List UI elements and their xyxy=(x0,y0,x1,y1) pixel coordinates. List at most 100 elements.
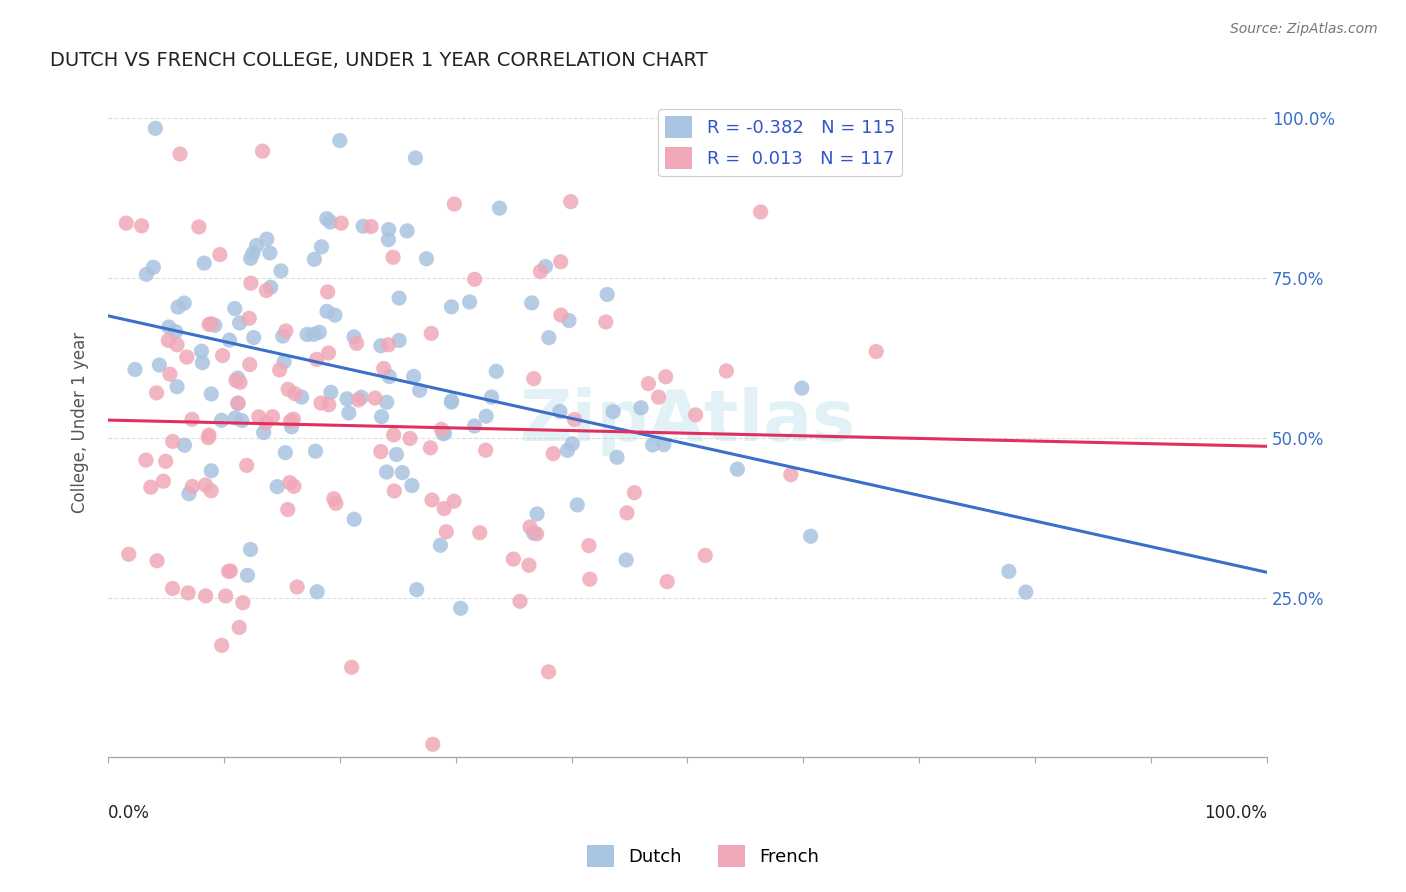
Point xyxy=(208,247,231,261)
Point xyxy=(283,412,305,426)
Point xyxy=(284,386,307,401)
Point xyxy=(378,369,401,384)
Point xyxy=(232,596,254,610)
Point xyxy=(474,443,496,458)
Point xyxy=(382,483,405,498)
Point xyxy=(238,311,260,326)
Point xyxy=(415,252,437,266)
Point xyxy=(224,301,246,316)
Point xyxy=(458,295,481,310)
Point xyxy=(176,350,198,364)
Point xyxy=(271,329,294,343)
Point xyxy=(1015,585,1038,599)
Point xyxy=(637,376,659,391)
Point xyxy=(315,211,337,226)
Point xyxy=(440,300,463,314)
Point xyxy=(266,480,288,494)
Point xyxy=(254,284,277,298)
Point xyxy=(142,260,165,275)
Point xyxy=(567,498,589,512)
Point xyxy=(330,216,353,230)
Point xyxy=(370,409,392,424)
Point xyxy=(225,373,247,387)
Point xyxy=(382,428,405,442)
Point xyxy=(375,465,398,479)
Point xyxy=(343,330,366,344)
Point xyxy=(226,396,249,410)
Point xyxy=(139,480,162,494)
Point xyxy=(352,219,374,234)
Point xyxy=(118,547,141,561)
Point xyxy=(252,144,274,158)
Point xyxy=(602,404,624,418)
Point xyxy=(534,260,557,274)
Point xyxy=(998,565,1021,579)
Point xyxy=(193,256,215,270)
Point xyxy=(502,552,524,566)
Point xyxy=(187,219,209,234)
Point xyxy=(422,737,444,751)
Point xyxy=(614,553,637,567)
Point xyxy=(167,300,190,314)
Point xyxy=(308,325,330,339)
Point xyxy=(485,364,508,378)
Point xyxy=(336,392,359,406)
Point xyxy=(716,364,738,378)
Point xyxy=(319,385,342,400)
Point xyxy=(239,276,262,290)
Point xyxy=(260,280,283,294)
Point xyxy=(277,502,299,516)
Point xyxy=(343,512,366,526)
Point xyxy=(488,201,510,215)
Point xyxy=(468,525,491,540)
Point xyxy=(270,264,292,278)
Point xyxy=(404,151,426,165)
Point xyxy=(440,395,463,409)
Point xyxy=(558,313,581,327)
Point xyxy=(197,431,219,445)
Point xyxy=(388,334,411,348)
Point xyxy=(194,589,217,603)
Point xyxy=(177,487,200,501)
Point xyxy=(157,320,180,334)
Point xyxy=(228,316,250,330)
Y-axis label: College, Under 1 year: College, Under 1 year xyxy=(72,332,89,513)
Point xyxy=(166,338,188,352)
Point xyxy=(550,254,572,268)
Point xyxy=(316,304,339,318)
Point xyxy=(218,333,240,347)
Point xyxy=(304,444,326,458)
Point xyxy=(391,466,413,480)
Point xyxy=(204,318,226,333)
Point xyxy=(347,392,370,407)
Point xyxy=(440,393,463,408)
Point xyxy=(191,356,214,370)
Point xyxy=(245,238,267,252)
Point xyxy=(135,453,157,467)
Point xyxy=(239,252,262,266)
Point xyxy=(475,409,498,424)
Point xyxy=(291,390,314,404)
Point xyxy=(370,444,392,458)
Point xyxy=(162,582,184,596)
Point xyxy=(169,147,191,161)
Point xyxy=(377,233,399,247)
Point xyxy=(329,134,352,148)
Point xyxy=(285,580,308,594)
Point xyxy=(596,287,619,301)
Point xyxy=(236,568,259,582)
Point xyxy=(443,494,465,508)
Point xyxy=(226,396,249,410)
Point xyxy=(464,272,486,286)
Point xyxy=(523,526,546,541)
Point xyxy=(399,432,422,446)
Point xyxy=(346,336,368,351)
Point xyxy=(360,219,382,234)
Point xyxy=(550,308,572,322)
Point xyxy=(155,454,177,468)
Point xyxy=(148,358,170,372)
Point xyxy=(790,381,813,395)
Point xyxy=(557,443,579,458)
Point xyxy=(616,506,638,520)
Point xyxy=(226,371,249,385)
